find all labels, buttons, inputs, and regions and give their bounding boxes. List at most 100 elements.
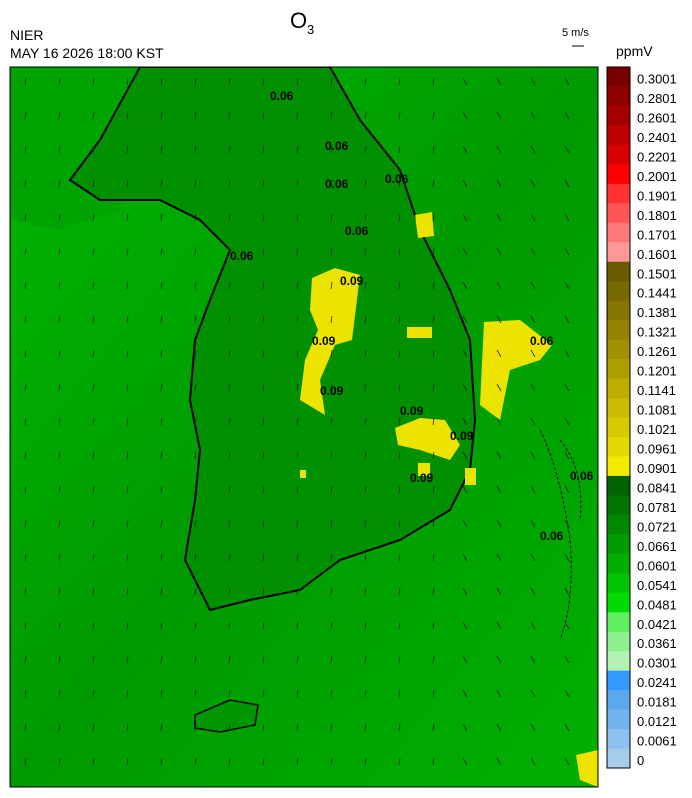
colorbar-box — [607, 651, 630, 672]
wind-arrow — [262, 77, 265, 86]
wind-arrow — [564, 689, 570, 698]
wind-arrow — [228, 451, 231, 460]
wind-arrow — [58, 451, 61, 460]
high-ozone — [407, 327, 432, 338]
wind-arrow — [228, 281, 231, 290]
colorbar-label: 0.0181 — [637, 695, 677, 710]
contour-label: 0.06 — [345, 224, 369, 238]
wind-arrow — [330, 145, 333, 154]
wind-arrow — [160, 519, 163, 528]
wind-arrow — [296, 485, 299, 494]
colorbar-label: 0.1801 — [637, 208, 677, 223]
wind-arrow — [462, 621, 468, 630]
wind-arrow — [364, 281, 367, 290]
colorbar-label: 0.1321 — [637, 325, 677, 340]
wind-arrow — [330, 77, 333, 86]
wind-arrow — [530, 757, 536, 766]
wind-arrow — [530, 315, 536, 324]
wind-arrow — [530, 451, 536, 460]
wind-arrow — [330, 451, 333, 460]
wind-arrow — [432, 111, 435, 120]
wind-arrow — [262, 519, 265, 528]
wind-arrow — [262, 485, 265, 494]
wind-arrow — [330, 757, 333, 766]
wind-arrow — [364, 621, 367, 630]
wind-arrow — [126, 485, 129, 494]
wind-arrow — [330, 349, 333, 358]
wind-arrow — [126, 145, 129, 154]
wind-arrow — [564, 451, 570, 460]
wind-arrow — [228, 757, 231, 766]
wind-arrow — [564, 213, 570, 222]
wind-arrow — [194, 281, 197, 290]
wind-arrow — [92, 621, 95, 630]
colorbar-label: 0.0601 — [637, 558, 677, 573]
wind-arrow — [496, 213, 502, 222]
colorbar-box — [607, 203, 630, 224]
colorbar-label: 0.0901 — [637, 461, 677, 476]
wind-arrow — [432, 281, 435, 290]
wind-arrow — [296, 179, 299, 188]
wind-arrow — [194, 349, 197, 358]
wind-arrow — [496, 519, 502, 528]
wind-arrow — [432, 757, 435, 766]
wind-arrow — [530, 553, 536, 562]
wind-arrow — [496, 247, 502, 256]
colorbar-box — [607, 514, 630, 535]
wind-arrow — [496, 723, 502, 732]
wind-arrow — [330, 179, 333, 188]
wind-arrow — [564, 179, 570, 188]
wind-arrow — [126, 349, 129, 358]
wind-arrow — [364, 145, 367, 154]
wind-arrow — [58, 655, 61, 664]
colorbar-label: 0.0961 — [637, 442, 677, 457]
wind-arrow — [228, 145, 231, 154]
colorbar-box — [607, 105, 630, 126]
wind-arrow — [364, 315, 367, 324]
wind-arrow — [364, 383, 367, 392]
colorbar-label: 0.0781 — [637, 500, 677, 515]
wind-arrow — [160, 111, 163, 120]
wind-arrow — [398, 451, 401, 460]
wind-arrow — [432, 383, 435, 392]
colorbar: 0.3001 0.2801 0.2601 0.2401 0.2201 0.2001 0.19… — [606, 66, 677, 769]
wind-arrow — [432, 417, 435, 426]
wind-arrow — [126, 723, 129, 732]
wind-arrow — [262, 213, 265, 222]
wind-arrow — [330, 553, 333, 562]
contour-label: 0.06 — [540, 529, 564, 543]
wind-arrow — [228, 315, 231, 324]
colorbar-label: 0.1441 — [637, 286, 677, 301]
wind-arrow — [58, 77, 61, 86]
wind-arrow — [530, 213, 536, 222]
wind-arrow — [432, 451, 435, 460]
wind-arrow — [126, 519, 129, 528]
colorbar-label: 0.1901 — [637, 188, 677, 203]
contour-label: 0.09 — [410, 471, 434, 485]
wind-arrow — [530, 179, 536, 188]
contour-label: 0.06 — [325, 139, 349, 153]
wind-arrow — [160, 553, 163, 562]
high-ozone — [395, 418, 460, 460]
contour-labels: 0.06 0.06 0.06 0.06 0.06 0.06 0.09 0.09 0.09 0.09… — [230, 89, 594, 543]
wind-arrow — [462, 485, 468, 494]
wind-arrow — [530, 587, 536, 596]
wind-arrow — [462, 587, 468, 596]
colorbar-label: 0.0481 — [637, 597, 677, 612]
wind-arrow — [92, 145, 95, 154]
wind-arrow — [496, 553, 502, 562]
wind-arrow — [194, 145, 197, 154]
wind-arrow — [92, 315, 95, 324]
wind-arrow — [398, 485, 401, 494]
wind-arrow — [262, 689, 265, 698]
wind-arrow — [24, 77, 27, 86]
wind-arrow — [296, 519, 299, 528]
wind-arrow — [496, 417, 502, 426]
wind-arrow — [160, 213, 163, 222]
wind-arrow — [92, 247, 95, 256]
wind-arrow — [296, 315, 299, 324]
wind-arrow — [194, 111, 197, 120]
wind-arrow — [462, 451, 468, 460]
colorbar-box — [607, 553, 630, 574]
